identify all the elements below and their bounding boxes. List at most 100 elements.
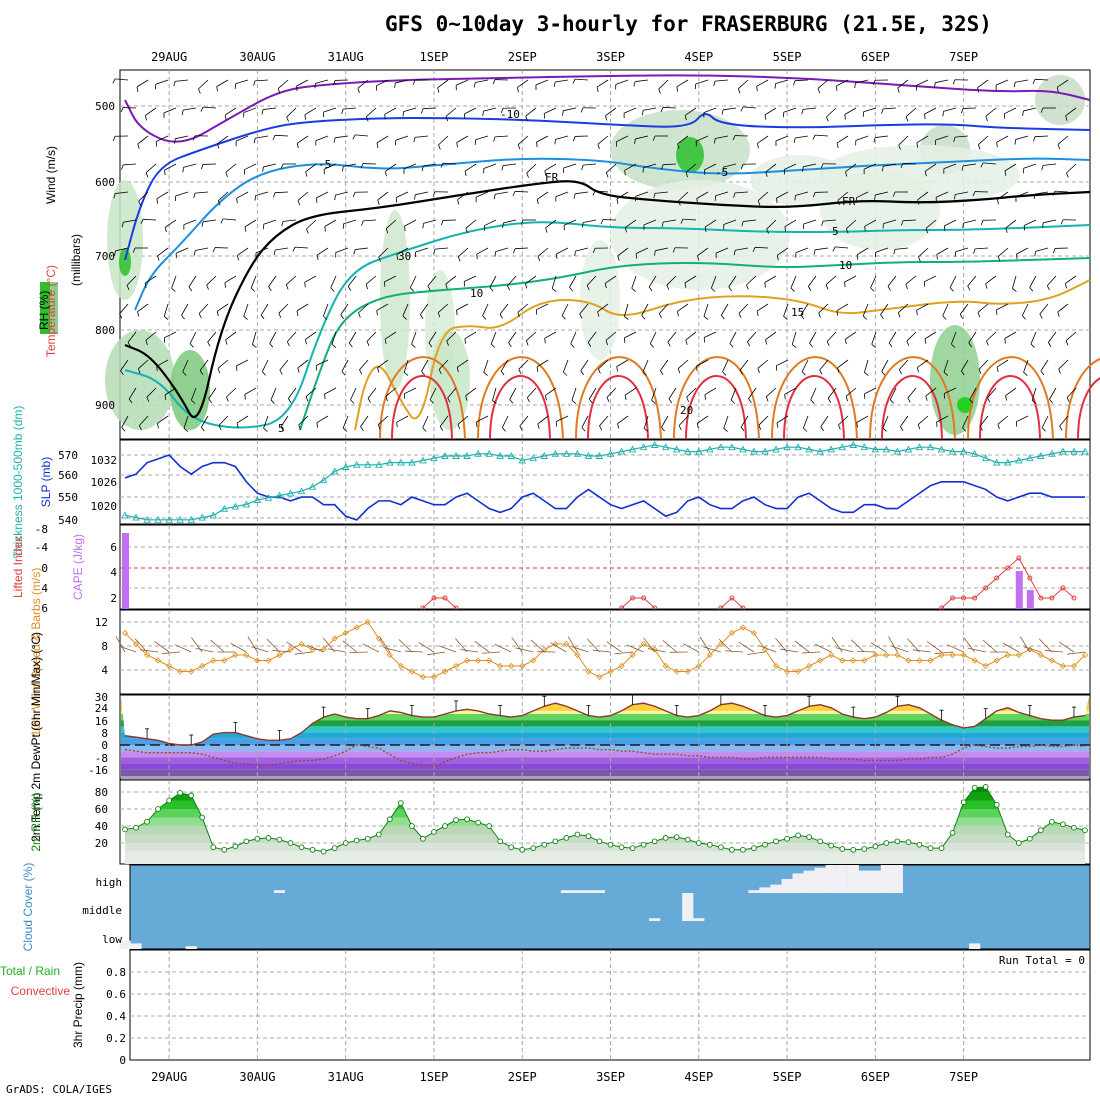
warm-contour [673,356,760,440]
wind-barb [403,163,417,170]
wind10m-barb [118,645,137,653]
wind-barb-flag [551,288,557,292]
wind-barb [415,247,429,253]
cloud-high-bar [847,865,859,893]
wind-barb [817,79,829,89]
wind10m-barb [1067,651,1086,655]
wind-barb [856,415,869,423]
wind-barb-flag [696,423,699,429]
wind10m-barb [294,651,313,655]
wind-barb [715,247,729,254]
wind-barb-flag [421,108,424,114]
wind-barb [335,135,349,139]
wind-barb-flag [740,426,745,432]
wind-barb [175,79,189,82]
wind-barb-flag [525,115,528,121]
wind-barb-flag [968,342,972,348]
contour-label: 5 [278,422,285,435]
rh2m-point [839,846,846,852]
wind-barb-flag [642,371,647,376]
rh2m-point [166,797,172,804]
wind-barb [198,303,209,314]
wind-barb [955,247,969,253]
wind-barb [1024,219,1037,226]
wind-barb-flag [188,286,193,292]
wind-barb [825,275,837,285]
wind-barb [316,359,329,366]
wind-barb-flag [641,315,646,320]
rh-shade [1035,75,1085,125]
wind-barb [924,107,937,115]
thickness-point [364,460,372,468]
thickness-point [474,449,482,457]
wind-barb-flag [324,226,326,232]
rh2m-point [993,801,1000,808]
wind-barb-flag [305,396,309,402]
rh2m-point [927,845,934,851]
cloud-high-bar [770,884,782,893]
wind-barb-flag [600,219,604,225]
wind-barb [635,191,649,197]
wind-barb [997,415,1009,425]
thickness-point [518,456,526,464]
wind-barb-flag [164,227,167,233]
wind-barb-flag [421,371,425,376]
wind-barb-flag [305,171,308,177]
wind10m-barb [759,645,777,653]
wind-barb [776,247,789,256]
wind-barb [507,275,517,287]
wind-barb [323,163,337,170]
wind-barb-flag [943,372,949,376]
date-label-bottom: 31AUG [328,1070,364,1084]
wind-barb-flag [544,170,547,176]
wind-barb-flag [501,165,504,171]
rh2m-point [1004,831,1011,838]
wind-barb [561,303,569,316]
wind-barb [384,107,397,115]
wind-barb-flag [810,399,815,404]
wind-barb [492,387,497,401]
wind-barb-flag [880,314,884,320]
wind-barb-flag [208,398,212,404]
wind-barb [819,359,829,371]
wind-barb [223,218,237,221]
wind-barb [794,79,809,82]
rh-shade [610,180,790,290]
wind-barb [243,107,257,113]
rh-legend-box [40,282,58,334]
wind-barb-flag [579,313,583,319]
wind-barb [315,135,329,142]
wind10m-barb [699,636,711,653]
wind-barb-flag [967,285,971,291]
wind10m-barb [511,637,523,653]
wind-barb-flag [410,287,414,292]
wind-barb-flag [737,88,741,94]
wind-barb-flag [651,399,656,404]
wind-barb-flag [445,283,448,289]
wind-barb-flag [1030,343,1035,348]
wind-barb-flag [783,315,788,320]
wind-barb [376,303,389,311]
wind10m-point [397,662,404,670]
wind10m-point [1015,651,1022,659]
wind-barb [377,191,389,201]
wind-barb [596,79,609,88]
wind10m-barb [831,637,843,653]
ylabel-wind10m: 10m Wind Speed & Barbs (m/s) [29,568,43,737]
wind-barb [815,247,829,251]
rh2m-point [530,845,537,851]
wind-barb [563,219,577,226]
thickness-point [672,445,681,453]
wind-barb [996,303,1009,311]
wind-barb [121,415,129,428]
thickness-point [297,487,306,495]
wind-barb-flag [347,286,352,291]
wind10m-point [155,657,162,664]
wind-barb-flag [836,85,838,91]
wind10m-barb [934,651,953,654]
wind10m-barb [857,650,876,653]
thickness-point [286,489,295,497]
cloud-middle-bar [649,918,661,921]
wind-barb [1065,275,1077,284]
